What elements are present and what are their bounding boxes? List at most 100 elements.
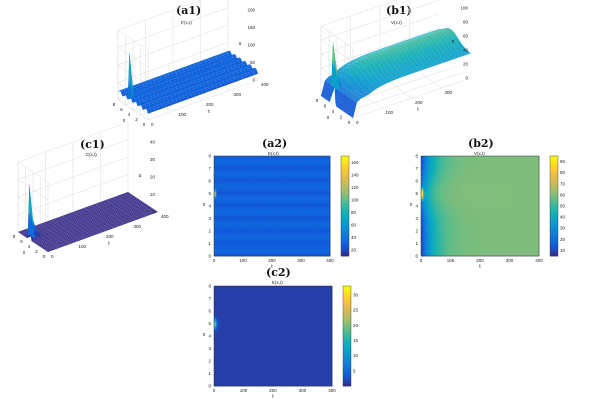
surface-patch	[212, 60, 217, 63]
surface-patch	[70, 220, 75, 222]
surface-patch	[435, 33, 440, 36]
surface-patch	[61, 241, 67, 243]
surface-patch	[408, 39, 414, 41]
surface-patch	[101, 218, 106, 220]
heat-cell	[269, 238, 273, 242]
x-tick-label: 2	[135, 117, 138, 122]
heat-cell	[248, 201, 252, 204]
surface-patch	[212, 60, 218, 63]
surface-patch	[146, 84, 151, 87]
heat-cell	[265, 181, 268, 184]
heat-cell	[237, 241, 240, 244]
surface-patch	[340, 78, 346, 86]
heat-cell	[230, 201, 233, 204]
surface-patch	[345, 97, 351, 114]
heat-cell	[272, 186, 275, 189]
heat-cell	[283, 198, 287, 202]
surface-patch	[93, 220, 99, 223]
surface-patch	[407, 38, 413, 40]
surface-patch	[130, 218, 135, 221]
surface-patch	[53, 239, 59, 242]
surface-patch	[170, 93, 175, 97]
surface-patch	[378, 76, 383, 80]
surface-patch	[439, 29, 444, 31]
surface-patch	[145, 106, 150, 109]
surface-patch	[433, 62, 438, 65]
heat-cell	[281, 166, 284, 169]
surface-patch	[390, 47, 396, 50]
surface-patch	[137, 201, 143, 203]
surface-patch	[118, 210, 123, 213]
heat-cell	[220, 186, 224, 189]
heat-cell	[274, 183, 278, 187]
surface-patch	[193, 78, 199, 81]
surface-patch	[412, 55, 418, 59]
surface-patch	[224, 57, 229, 61]
surface-patch	[341, 71, 347, 77]
surface-patch	[156, 87, 161, 91]
surface-patch	[379, 64, 385, 68]
surface-patch	[356, 78, 362, 84]
surface-patch	[431, 54, 437, 58]
heat-cell	[216, 228, 220, 232]
surface-patch	[211, 82, 216, 85]
surface-patch	[63, 242, 68, 244]
surface-patch	[126, 208, 132, 211]
surface-patch	[124, 215, 130, 217]
heat-cell	[269, 236, 273, 239]
heat-cell	[218, 183, 222, 187]
surface-patch	[414, 69, 420, 72]
heat-cell	[239, 203, 243, 207]
surface-patch	[404, 65, 410, 68]
surface-patch	[52, 223, 57, 226]
heat-cell	[283, 156, 287, 159]
surface-patch	[130, 78, 135, 99]
surface-patch	[54, 217, 60, 220]
heat-cell	[234, 201, 238, 204]
surface-patch	[224, 61, 229, 63]
surface-patch	[69, 238, 75, 241]
surface-patch	[80, 227, 86, 229]
surface-patch	[47, 227, 52, 230]
surface-patch	[381, 79, 386, 83]
surface-patch	[102, 230, 107, 232]
heat-cell	[232, 201, 236, 204]
surface-patch	[115, 223, 120, 226]
surface-patch	[238, 76, 244, 81]
surface-patch	[109, 205, 115, 207]
surface-patch	[128, 217, 133, 220]
heat-cell	[223, 161, 226, 164]
surface-patch	[137, 90, 142, 95]
heat-cell	[253, 171, 257, 174]
surface-patch	[193, 63, 198, 66]
surface-patch	[39, 229, 44, 232]
surface-patch	[325, 83, 331, 100]
heat-cell	[283, 233, 287, 237]
surface-patch	[417, 55, 423, 59]
surface-patch	[120, 204, 125, 207]
surface-patch	[374, 84, 379, 88]
heat-cell	[265, 241, 268, 244]
heat-cell	[255, 198, 259, 202]
surface-patch	[451, 53, 456, 57]
heat-cell	[269, 216, 273, 219]
heat-cell	[216, 226, 220, 229]
surface-patch	[410, 45, 416, 49]
surface-patch	[371, 52, 377, 55]
surface-patch	[104, 212, 109, 215]
surface-patch	[419, 68, 424, 71]
surface-patch	[65, 224, 70, 227]
heat-cell	[241, 156, 245, 159]
heat-cell	[260, 181, 264, 184]
surface-patch	[442, 60, 448, 63]
surface-patch	[421, 36, 426, 38]
surface-patch	[63, 226, 68, 229]
surface-patch	[210, 66, 216, 70]
surface-patch	[436, 60, 442, 63]
heat-cell	[274, 156, 278, 159]
surface-patch	[97, 223, 103, 226]
surface-patch	[198, 78, 203, 82]
surface-patch	[349, 99, 354, 116]
surface-patch	[446, 59, 452, 62]
surface-patch	[379, 57, 385, 60]
